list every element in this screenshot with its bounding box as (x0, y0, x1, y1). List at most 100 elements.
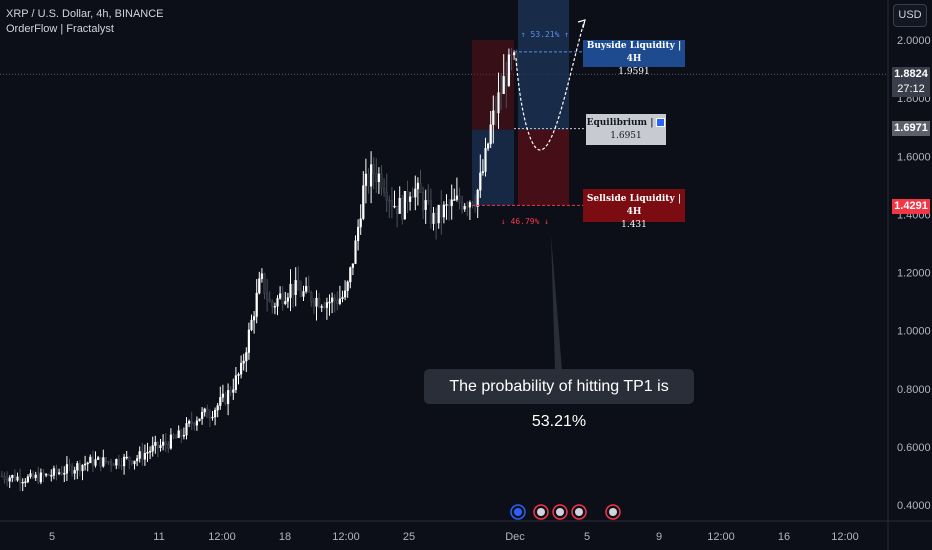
candle-body (323, 306, 326, 308)
price-tick-label: 1.6000 (897, 151, 931, 163)
time-tick-label: 9 (656, 531, 662, 543)
candle-body (234, 375, 237, 390)
candle-body (489, 124, 492, 145)
candle-body (245, 352, 248, 362)
candle-body (169, 434, 172, 449)
candle-body (180, 430, 183, 437)
candle-body (432, 212, 435, 224)
time-axis: 5 11 12:00 18 12:00 25 Dec 5 9 12:00 16 12:00 (0, 504, 932, 543)
candle-body (273, 306, 276, 308)
candle-body (279, 293, 282, 299)
sellside-price-tag: 1.4291 (892, 199, 930, 214)
candle-body (128, 456, 131, 462)
candle-body (252, 316, 256, 321)
candle-body (448, 204, 451, 207)
time-tick-label: 12:00 (332, 531, 360, 543)
projection-path (515, 21, 585, 151)
candle-body (112, 464, 115, 466)
sellside-target-zone (518, 129, 569, 206)
candle-body (359, 218, 362, 228)
candle-body (364, 173, 367, 186)
candle-body (151, 445, 154, 452)
candle-body (341, 296, 344, 300)
time-tick-label: 12:00 (208, 531, 236, 543)
symbol-title: XRP / U.S. Dollar, 4h, BINANCE (6, 8, 164, 20)
candle-body (143, 453, 146, 460)
candle-body (268, 299, 271, 302)
candle-body (224, 393, 227, 405)
candle-body (154, 441, 157, 446)
candle-body (442, 204, 445, 218)
candle-body (213, 409, 217, 418)
candle-body (174, 437, 178, 439)
candle-body (276, 298, 279, 307)
countdown-tag: 27:12 (892, 82, 930, 97)
candle-body (11, 475, 14, 478)
candle-body (99, 457, 102, 467)
annotation-overlay: ↑ 53.21% ↑ ↓ 46.79% ↓ (472, 19, 586, 370)
candle-body (338, 298, 341, 304)
candle-body (55, 468, 58, 474)
candle-body (263, 273, 266, 294)
candle-body (429, 200, 432, 224)
last-price-tag: 1.8824 (892, 67, 930, 82)
projection-arrow-icon (577, 19, 586, 29)
event-marker-dot (537, 508, 545, 516)
candle-body (161, 441, 165, 446)
candlestick-series (0, 48, 518, 492)
candle-body (76, 463, 79, 471)
candle-body (367, 173, 370, 187)
candle-body (156, 441, 159, 449)
candle-body (198, 418, 201, 422)
candle-body (81, 464, 84, 472)
candle-body (320, 306, 323, 308)
chart-legend: XRP / U.S. Dollar, 4h, BINANCE OrderFlow… (6, 7, 164, 37)
candle-body (208, 417, 211, 419)
up-probability-label: ↑ 53.21% ↑ (521, 30, 569, 39)
price-tick-label: 1.0000 (897, 326, 931, 338)
time-tick-label: Dec (505, 531, 525, 543)
candle-body (398, 198, 401, 214)
candle-body (463, 205, 466, 210)
candle-body (16, 476, 19, 481)
candle-body (148, 451, 152, 453)
candle-body (312, 301, 315, 307)
candle-body (318, 297, 321, 308)
candle-body (453, 199, 456, 201)
liquidity-zones (472, 0, 569, 206)
candle-body (380, 173, 383, 189)
candle-body (206, 408, 209, 418)
currency-button[interactable]: USD (893, 4, 927, 27)
candle-body (411, 196, 414, 198)
candle-body (422, 192, 425, 210)
candle-body (50, 475, 53, 477)
candle-body (237, 373, 240, 376)
candle-body (333, 297, 336, 301)
candle-body (8, 477, 11, 482)
candle-body (5, 478, 9, 482)
candle-body (164, 441, 167, 445)
candle-body (468, 202, 471, 208)
time-tick-label: 11 (153, 531, 164, 543)
candle-body (89, 456, 92, 464)
candle-body (195, 420, 198, 426)
candle-body (229, 390, 232, 393)
candle-body (42, 472, 45, 476)
candle-body (232, 389, 235, 393)
candle-body (310, 292, 313, 302)
candle-body (294, 280, 297, 295)
candle-body (141, 451, 144, 460)
price-tick-label: 0.6000 (897, 442, 931, 454)
candle-body (115, 459, 118, 466)
buyside-target-zone (518, 0, 569, 130)
price-tick-label: 2.0000 (897, 35, 931, 47)
candle-body (177, 430, 180, 438)
buyside-liquidity-label: Buyside Liquidity | 4H 1.9591 (583, 40, 685, 77)
candle-body (497, 92, 500, 114)
candle-body (505, 76, 508, 86)
time-tick-label: 16 (778, 531, 790, 543)
probability-tooltip: The probability of hitting TP1 is 53.21% (424, 369, 694, 430)
candle-body (0, 475, 3, 478)
candle-body (492, 110, 495, 125)
